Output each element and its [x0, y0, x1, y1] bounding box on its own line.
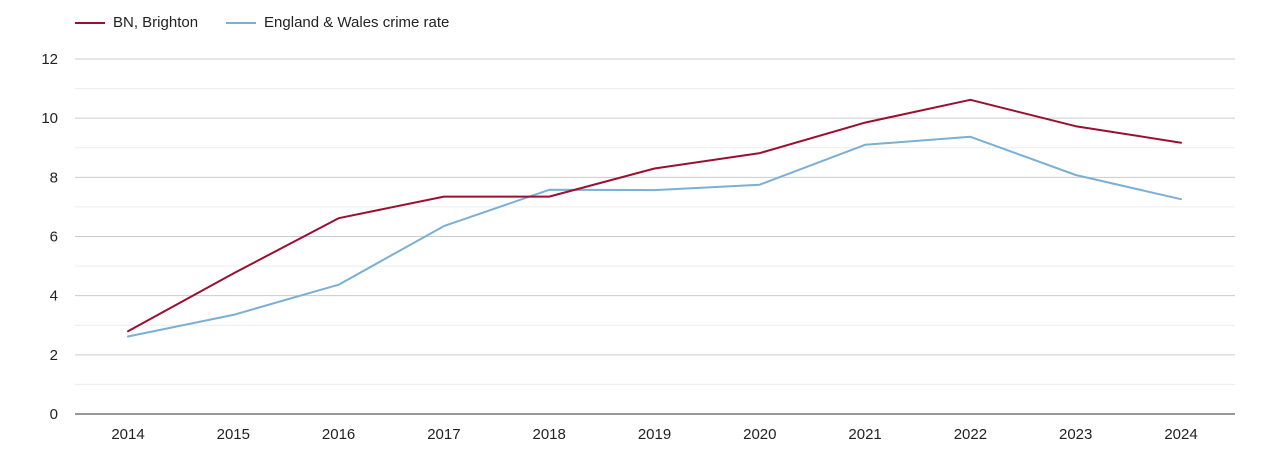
point-brighton-2017[interactable]: [440, 193, 448, 201]
legend-label-england-wales: England & Wales crime rate: [264, 14, 450, 31]
point-england-wales-2023[interactable]: [1072, 171, 1080, 179]
point-brighton-2014[interactable]: [124, 327, 132, 335]
point-england-wales-2021[interactable]: [861, 141, 869, 149]
point-england-wales-2017[interactable]: [440, 222, 448, 230]
gridlines: [75, 58, 1235, 415]
series-line-england-wales[interactable]: [127, 135, 1182, 338]
series-line-brighton[interactable]: [127, 98, 1182, 333]
legend-item-england-wales[interactable]: England & Wales crime rate: [226, 14, 449, 31]
x-tick-label: 2018: [533, 426, 566, 443]
x-tick-label: 2021: [848, 426, 881, 443]
point-england-wales-2019[interactable]: [651, 186, 659, 194]
legend: BN, Brighton England & Wales crime rate: [75, 14, 477, 31]
x-tick-label: 2019: [638, 426, 671, 443]
point-brighton-2024[interactable]: [1177, 139, 1185, 147]
point-brighton-2023[interactable]: [1072, 122, 1080, 130]
point-brighton-2018[interactable]: [545, 193, 553, 201]
point-england-wales-2022[interactable]: [966, 133, 974, 141]
point-brighton-2020[interactable]: [756, 149, 764, 157]
y-tick-label: 12: [41, 51, 58, 68]
x-tick-label: 2016: [322, 426, 355, 443]
y-tick-label: 0: [50, 406, 58, 423]
point-england-wales-2015[interactable]: [229, 311, 237, 319]
legend-swatch-brighton: [75, 21, 105, 24]
x-tick-label: 2020: [743, 426, 776, 443]
x-tick-label: 2023: [1059, 426, 1092, 443]
legend-label-brighton: BN, Brighton: [113, 14, 199, 31]
x-tick-label: 2022: [954, 426, 987, 443]
x-tick-label: 2015: [217, 426, 250, 443]
series-lines: [124, 96, 1185, 338]
point-england-wales-2018[interactable]: [545, 186, 553, 194]
legend-item-brighton[interactable]: BN, Brighton: [75, 14, 198, 31]
point-brighton-2022[interactable]: [966, 96, 974, 104]
point-brighton-2021[interactable]: [861, 119, 869, 127]
point-brighton-2019[interactable]: [651, 164, 659, 172]
x-tick-label: 2017: [427, 426, 460, 443]
point-england-wales-2016[interactable]: [335, 281, 343, 289]
x-axis: 2014 2015 2016 2017 2018 2019 2020 2021 2022 2023…: [111, 426, 1197, 443]
point-england-wales-2020[interactable]: [756, 181, 764, 189]
y-tick-label: 8: [50, 169, 58, 186]
x-tick-label: 2014: [111, 426, 144, 443]
point-england-wales-2024[interactable]: [1177, 195, 1185, 203]
y-tick-label: 10: [41, 110, 58, 127]
point-brighton-2015[interactable]: [229, 269, 237, 277]
point-brighton-2016[interactable]: [335, 214, 343, 222]
y-axis: 0 2 4 6 8 10 12: [41, 51, 58, 423]
x-tick-label: 2024: [1164, 426, 1197, 443]
legend-swatch-england-wales: [226, 21, 257, 24]
y-tick-label: 2: [50, 347, 58, 364]
y-tick-label: 4: [50, 288, 58, 305]
y-tick-label: 6: [50, 229, 58, 246]
